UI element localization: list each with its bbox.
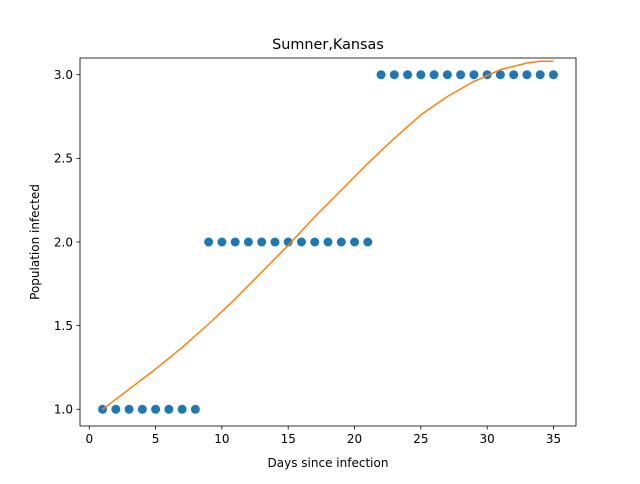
y-tick-label: 1.5 [54, 319, 73, 333]
x-tick-label: 20 [347, 432, 362, 446]
y-tick-label: 2.5 [54, 152, 73, 166]
data-point [190, 404, 200, 414]
x-tick-label: 0 [85, 432, 93, 446]
data-point [270, 237, 280, 247]
data-point [243, 237, 253, 247]
data-point [509, 70, 519, 80]
data-point [177, 404, 187, 414]
x-tick-label: 35 [546, 432, 561, 446]
data-point [124, 404, 134, 414]
data-point [283, 237, 293, 247]
data-point [403, 70, 413, 80]
data-point [296, 237, 306, 247]
data-point [429, 70, 439, 80]
data-point [456, 70, 466, 80]
y-tick-label: 2.0 [54, 235, 73, 249]
data-point [416, 70, 426, 80]
data-point [137, 404, 147, 414]
data-point [336, 237, 346, 247]
fit-curve-line [102, 60, 554, 410]
data-point [204, 237, 214, 247]
data-point [323, 237, 333, 247]
data-point [535, 70, 545, 80]
data-point [389, 70, 399, 80]
y-axis-ticks: 1.0 1.5 2.0 2.5 3.0 [54, 68, 80, 417]
y-tick-label: 3.0 [54, 68, 73, 82]
data-point [376, 70, 386, 80]
data-point [350, 237, 360, 247]
chart-title: Sumner,Kansas [272, 37, 384, 53]
x-tick-label: 5 [152, 432, 160, 446]
data-point [257, 237, 267, 247]
data-point [363, 237, 373, 247]
data-point [217, 237, 227, 247]
x-axis-label: Days since infection [268, 456, 389, 470]
x-tick-label: 30 [480, 432, 495, 446]
x-tick-label: 10 [214, 432, 229, 446]
data-point [469, 70, 479, 80]
data-point [442, 70, 452, 80]
y-tick-label: 1.0 [54, 403, 73, 417]
data-point [310, 237, 320, 247]
y-axis-label: Population infected [28, 184, 42, 300]
data-point [495, 70, 505, 80]
data-point [151, 404, 161, 414]
x-tick-label: 15 [281, 432, 296, 446]
data-point [522, 70, 532, 80]
data-point [548, 70, 558, 80]
x-axis-ticks: 0 5 10 15 20 25 30 35 [85, 426, 561, 446]
data-point [230, 237, 240, 247]
series-layer [98, 60, 558, 414]
data-point [164, 404, 174, 414]
data-point [111, 404, 121, 414]
x-tick-label: 25 [413, 432, 428, 446]
